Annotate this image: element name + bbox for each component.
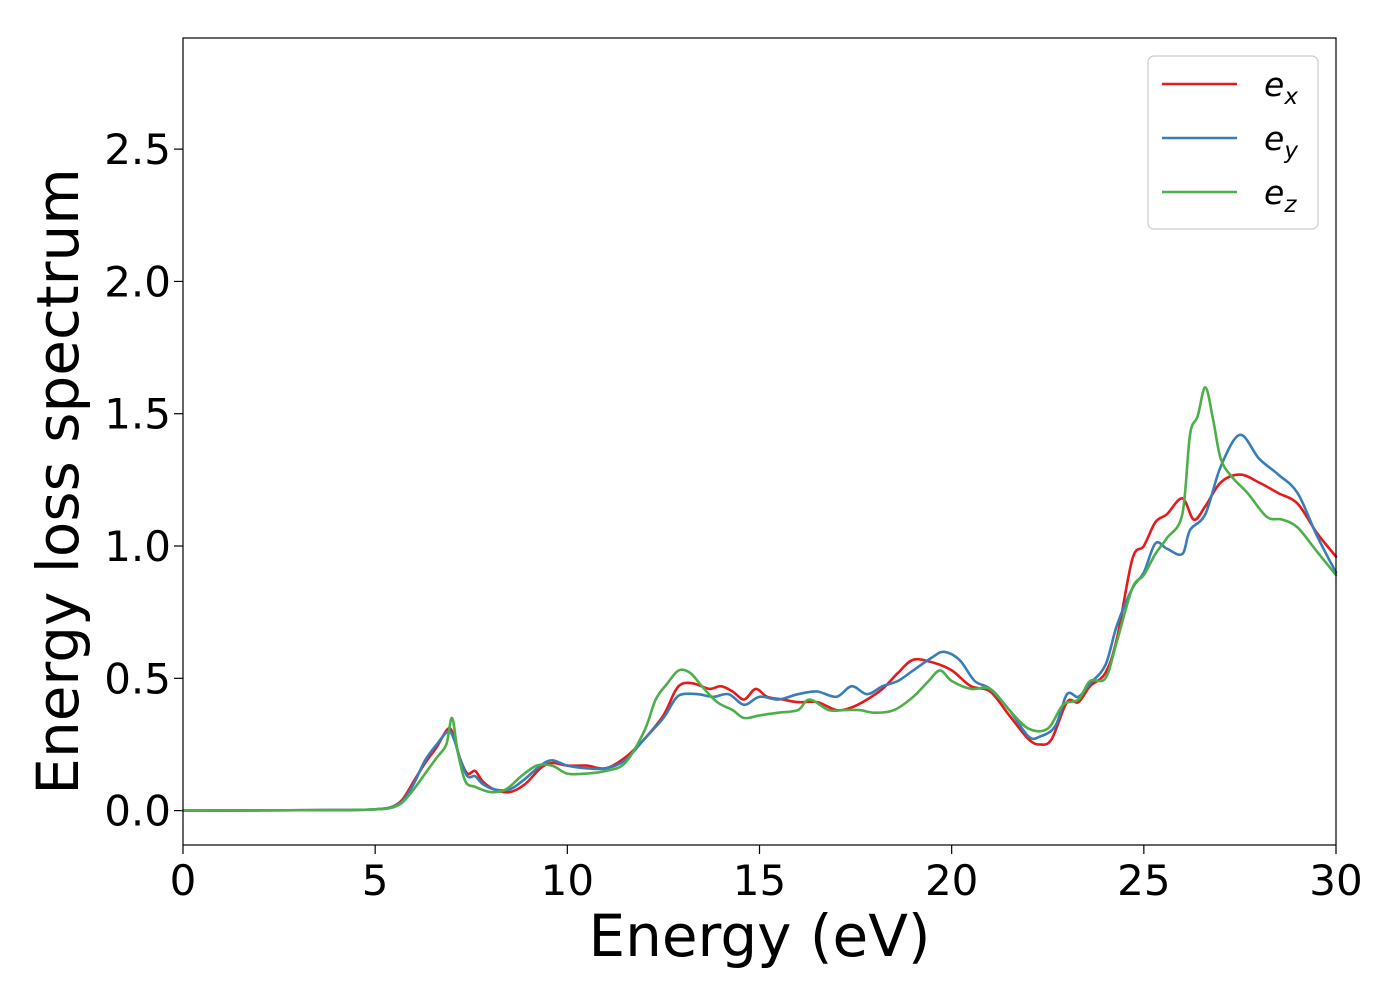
x-tick-label: 5 — [362, 856, 389, 905]
x-tick-label: 15 — [733, 856, 786, 905]
series-layer — [181, 385, 1338, 812]
legend-label-base: e — [1264, 65, 1284, 104]
y-axis-title: Energy loss spectrum — [24, 168, 92, 794]
x-tick-label: 25 — [1117, 856, 1170, 905]
legend-label-z: ez — [1264, 173, 1297, 218]
series-line-y — [181, 433, 1338, 812]
series-line-x — [181, 473, 1338, 812]
y-tick-label: 0.0 — [104, 787, 171, 836]
x-tick-label: 10 — [541, 856, 594, 905]
plot-frame — [182, 37, 1337, 846]
ticks-layer: 0 5 10 15 20 25 30 0.0 0.5 1.0 1.5 2.0 2.5 — [104, 125, 1363, 905]
y-tick-label: 1.0 — [104, 522, 171, 571]
y-tick-label: 0.5 — [104, 654, 171, 703]
legend-label-base: e — [1264, 173, 1284, 212]
legend-label-x: ex — [1264, 65, 1298, 110]
x-axis-title: Energy (eV) — [588, 902, 930, 970]
y-tick-label: 2.5 — [104, 125, 171, 174]
legend-label-y: ey — [1264, 119, 1298, 164]
legend-label-base: e — [1264, 119, 1284, 158]
legend-box — [1147, 55, 1319, 230]
legend-label-subscript: x — [1283, 84, 1298, 110]
y-tick-label: 1.5 — [104, 390, 171, 439]
x-tick-label: 0 — [170, 856, 197, 905]
legend-label-subscript: z — [1283, 192, 1297, 218]
y-tick-label: 2.0 — [104, 257, 171, 306]
x-tick-label: 30 — [1309, 856, 1362, 905]
series-line-z — [181, 385, 1338, 812]
legend-label-subscript: y — [1283, 138, 1298, 164]
x-tick-label: 20 — [925, 856, 978, 905]
